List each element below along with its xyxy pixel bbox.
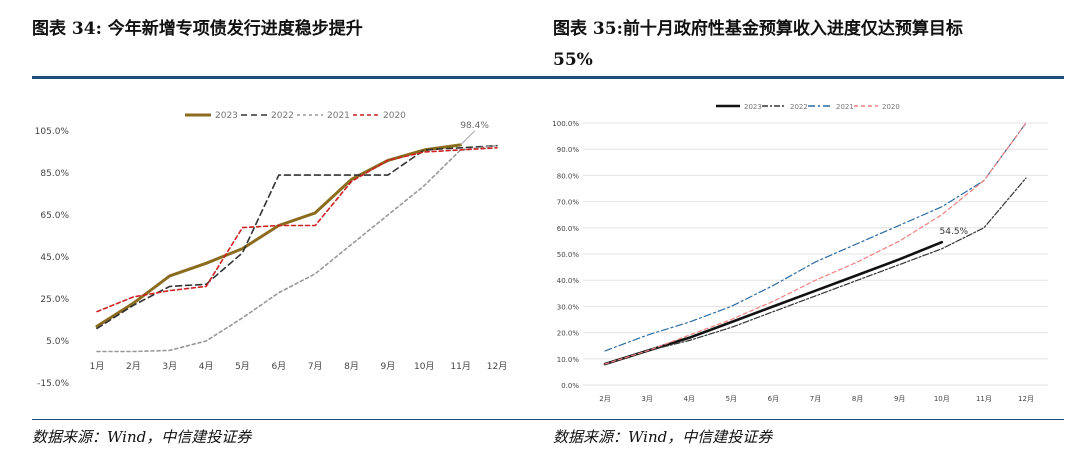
y-tick-label: 25.0% (40, 295, 69, 305)
x-tick-label: 7月 (308, 361, 323, 372)
y-tick-label: 100.0% (553, 120, 579, 128)
footer-rule (32, 419, 1064, 420)
annotation-label: 54.5% (940, 227, 969, 237)
y-tick-label: 10.0% (557, 356, 580, 364)
x-tick-label: 7月 (810, 395, 821, 403)
y-tick-label: 50.0% (557, 251, 580, 259)
legend-label-2020: 2020 (383, 111, 406, 121)
y-tick-label: 70.0% (557, 199, 580, 207)
x-tick-label: 9月 (381, 361, 396, 372)
x-tick-label: 8月 (852, 395, 863, 403)
x-tick-label: 4月 (199, 361, 214, 372)
legend-label-2021: 2021 (836, 103, 854, 111)
series-line-2020 (96, 147, 498, 313)
x-tick-label: 2月 (126, 361, 141, 372)
x-tick-label: 10月 (934, 395, 950, 403)
x-tick-label: 12月 (487, 361, 507, 372)
legend-label-2020: 2020 (882, 103, 900, 111)
x-tick-label: 1月 (90, 361, 105, 372)
annotation-label: 98.4% (460, 121, 489, 131)
y-tick-label: 30.0% (557, 303, 580, 311)
left-source: 数据来源：Wind，中信建投证券 (32, 428, 252, 446)
y-tick-label: 0.0% (561, 382, 579, 390)
series-line-2022 (96, 144, 498, 330)
x-tick-label: 9月 (894, 395, 905, 403)
series-line-2021 (604, 122, 1027, 352)
x-tick-label: 10月 (414, 361, 434, 372)
legend-label-2023: 2023 (215, 111, 238, 121)
left-chart: 105.0% 85.0% 65.0% 45.0% 25.0% 5.0% -15.0% 1月 2月… (32, 84, 520, 414)
y-tick-label: 45.0% (40, 253, 69, 263)
y-tick-label: -15.0% (37, 379, 69, 389)
series-line-2023 (603, 240, 944, 366)
x-tick-label: 11月 (976, 395, 992, 403)
legend-label-2023: 2023 (744, 103, 762, 111)
x-tick-label: 3月 (162, 361, 177, 372)
y-tick-label: 65.0% (40, 211, 69, 221)
y-tick-label: 105.0% (35, 127, 70, 137)
annotation-leader (460, 130, 475, 146)
x-tick-label: 5月 (726, 395, 737, 403)
right-source: 数据来源：Wind，中信建投证券 (553, 428, 773, 446)
y-tick-label: 60.0% (557, 225, 580, 233)
x-tick-label: 12月 (1018, 395, 1034, 403)
x-tick-label: 3月 (641, 395, 652, 403)
series-line-2021 (96, 144, 498, 353)
legend-label-2021: 2021 (327, 111, 350, 121)
right-chart-title: 图表 35:前十月政府性基金预算收入进度仅达预算目标 (553, 19, 963, 39)
y-tick-label: 90.0% (557, 146, 580, 154)
series-line-2023 (95, 143, 463, 328)
x-tick-label: 4月 (683, 395, 694, 403)
right-chart: 100.0% 90.0% 80.0% 70.0% 60.0% 50.0% 40.0% 30.0… (552, 84, 1063, 414)
y-tick-label: 20.0% (557, 330, 580, 338)
series-line-2022 (604, 177, 1027, 365)
y-tick-label: 85.0% (40, 169, 69, 179)
x-tick-label: 5月 (235, 361, 250, 372)
header-rule (32, 76, 1064, 79)
x-tick-label: 8月 (344, 361, 359, 372)
y-tick-label: 80.0% (557, 172, 580, 180)
series-line-2020 (604, 122, 1027, 365)
y-tick-label: 5.0% (46, 337, 69, 347)
y-tick-label: 40.0% (557, 277, 580, 285)
x-tick-label: 2月 (599, 395, 610, 403)
right-chart-svg: 100.0% 90.0% 80.0% 70.0% 60.0% 50.0% 40.0% 30.0… (552, 103, 1048, 403)
legend-label-2022: 2022 (271, 111, 294, 121)
legend-label-2022: 2022 (790, 103, 808, 111)
left-chart-svg: 105.0% 85.0% 65.0% 45.0% 25.0% 5.0% -15.0% 1月 2月… (35, 111, 508, 389)
right-chart-title-line2: 55% (553, 50, 593, 70)
left-chart-title: 图表 34: 今年新增专项债发行进度稳步提升 (32, 19, 363, 39)
x-tick-label: 6月 (271, 361, 286, 372)
x-tick-label: 6月 (768, 395, 779, 403)
x-tick-label: 11月 (450, 361, 470, 372)
